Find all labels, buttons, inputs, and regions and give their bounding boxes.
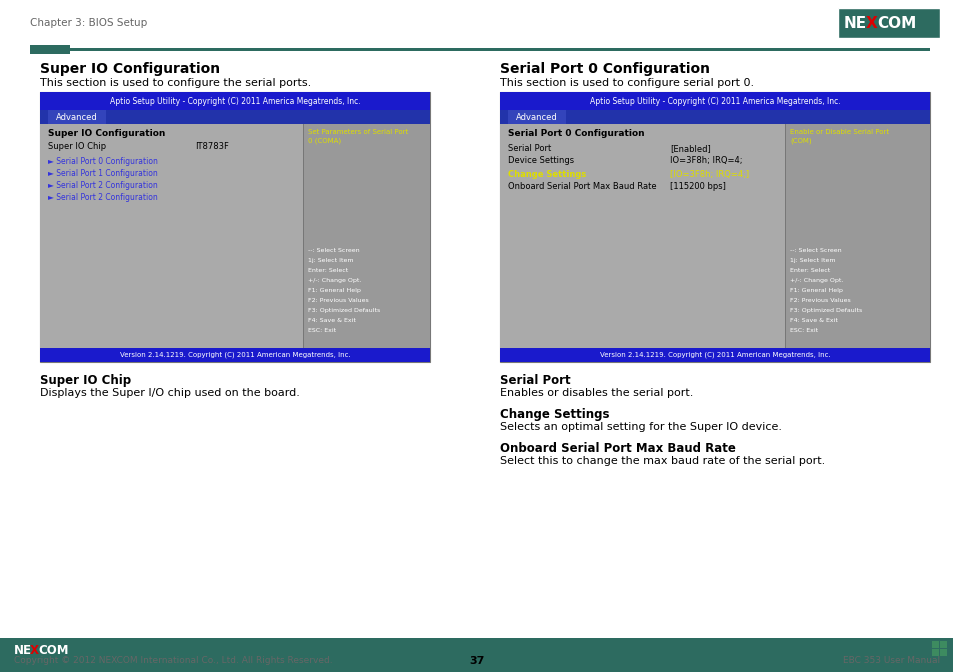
Text: Enable or Disable Serial Port: Enable or Disable Serial Port bbox=[789, 129, 888, 135]
Text: [115200 bps]: [115200 bps] bbox=[669, 182, 725, 191]
Text: F3: Optimized Defaults: F3: Optimized Defaults bbox=[789, 308, 862, 313]
Text: Advanced: Advanced bbox=[56, 112, 98, 122]
Text: IO=3F8h; IRQ=4;: IO=3F8h; IRQ=4; bbox=[669, 156, 741, 165]
Text: [IO=3F8h; IRQ=4;]: [IO=3F8h; IRQ=4;] bbox=[669, 170, 748, 179]
Bar bbox=[40, 92, 430, 362]
Text: This section is used to configure the serial ports.: This section is used to configure the se… bbox=[40, 78, 311, 88]
Bar bbox=[499, 92, 929, 362]
Text: ESC: Exit: ESC: Exit bbox=[308, 328, 335, 333]
Bar bbox=[30, 45, 70, 54]
Bar bbox=[0, 638, 953, 672]
Bar bbox=[70, 48, 929, 51]
Text: Device Settings: Device Settings bbox=[507, 156, 574, 165]
Text: ► Serial Port 1 Configuration: ► Serial Port 1 Configuration bbox=[48, 169, 157, 178]
Bar bbox=[507, 110, 565, 124]
Text: [Enabled]: [Enabled] bbox=[669, 144, 710, 153]
Text: Super IO Configuration: Super IO Configuration bbox=[40, 62, 220, 76]
Text: Serial Port 0 Configuration: Serial Port 0 Configuration bbox=[499, 62, 709, 76]
Text: --: Select Screen: --: Select Screen bbox=[308, 248, 359, 253]
Text: Select this to change the max baud rate of the serial port.: Select this to change the max baud rate … bbox=[499, 456, 824, 466]
Bar bbox=[784, 124, 785, 348]
Text: ► Serial Port 2 Configuration: ► Serial Port 2 Configuration bbox=[48, 181, 157, 190]
Text: Serial Port: Serial Port bbox=[507, 144, 551, 153]
Text: ► Serial Port 0 Configuration: ► Serial Port 0 Configuration bbox=[48, 157, 157, 166]
Text: Aptio Setup Utility - Copyright (C) 2011 America Megatrends, Inc.: Aptio Setup Utility - Copyright (C) 2011… bbox=[589, 97, 840, 106]
Text: NE: NE bbox=[843, 16, 866, 31]
Text: Onboard Serial Port Max Baud Rate: Onboard Serial Port Max Baud Rate bbox=[507, 182, 656, 191]
Text: Super IO Chip: Super IO Chip bbox=[48, 142, 106, 151]
Bar bbox=[40, 124, 430, 348]
Text: This section is used to configure serial port 0.: This section is used to configure serial… bbox=[499, 78, 753, 88]
Text: +/-: Change Opt.: +/-: Change Opt. bbox=[789, 278, 842, 283]
Bar bbox=[40, 348, 430, 362]
Bar bbox=[40, 92, 430, 110]
Text: ► Serial Port 2 Configuration: ► Serial Port 2 Configuration bbox=[48, 193, 157, 202]
Text: F4: Save & Exit: F4: Save & Exit bbox=[308, 318, 355, 323]
Text: Copyright © 2012 NEXCOM International Co., Ltd. All Rights Reserved.: Copyright © 2012 NEXCOM International Co… bbox=[14, 656, 333, 665]
Bar bbox=[499, 348, 929, 362]
Bar bbox=[304, 124, 430, 348]
Text: Onboard Serial Port Max Baud Rate: Onboard Serial Port Max Baud Rate bbox=[499, 442, 735, 455]
Text: Aptio Setup Utility - Copyright (C) 2011 America Megatrends, Inc.: Aptio Setup Utility - Copyright (C) 2011… bbox=[110, 97, 360, 106]
Text: Version 2.14.1219. Copyright (C) 2011 American Megatrends, Inc.: Version 2.14.1219. Copyright (C) 2011 Am… bbox=[119, 351, 350, 358]
Text: Chapter 3: BIOS Setup: Chapter 3: BIOS Setup bbox=[30, 18, 147, 28]
Text: Serial Port 0 Configuration: Serial Port 0 Configuration bbox=[507, 129, 644, 138]
Bar bbox=[303, 124, 304, 348]
Text: F4: Save & Exit: F4: Save & Exit bbox=[789, 318, 837, 323]
Text: Advanced: Advanced bbox=[516, 112, 558, 122]
Text: X: X bbox=[30, 644, 39, 657]
Text: Version 2.14.1219. Copyright (C) 2011 American Megatrends, Inc.: Version 2.14.1219. Copyright (C) 2011 Am… bbox=[599, 351, 829, 358]
Text: IT8783F: IT8783F bbox=[194, 142, 229, 151]
Text: Enables or disables the serial port.: Enables or disables the serial port. bbox=[499, 388, 693, 398]
Bar bbox=[499, 110, 929, 124]
Text: (COM): (COM) bbox=[789, 138, 811, 144]
Text: 37: 37 bbox=[469, 656, 484, 666]
Text: +/-: Change Opt.: +/-: Change Opt. bbox=[308, 278, 361, 283]
Text: COM: COM bbox=[876, 16, 915, 31]
Text: 1j: Select Item: 1j: Select Item bbox=[789, 258, 835, 263]
Text: F1: General Help: F1: General Help bbox=[308, 288, 360, 293]
Bar bbox=[837, 8, 939, 38]
Text: ESC: Exit: ESC: Exit bbox=[789, 328, 818, 333]
Text: Super IO Configuration: Super IO Configuration bbox=[48, 129, 165, 138]
Bar bbox=[785, 124, 929, 348]
Text: F2: Previous Values: F2: Previous Values bbox=[789, 298, 850, 303]
Bar bbox=[939, 641, 946, 648]
Bar bbox=[939, 649, 946, 656]
Bar bbox=[931, 649, 938, 656]
Bar bbox=[499, 92, 929, 110]
Bar bbox=[499, 124, 929, 348]
Text: Selects an optimal setting for the Super IO device.: Selects an optimal setting for the Super… bbox=[499, 422, 781, 432]
Text: Super IO Chip: Super IO Chip bbox=[40, 374, 131, 387]
Text: 1j: Select Item: 1j: Select Item bbox=[308, 258, 354, 263]
Bar bbox=[931, 641, 938, 648]
Text: Change Settings: Change Settings bbox=[507, 170, 586, 179]
Text: Enter: Select: Enter: Select bbox=[789, 268, 829, 273]
Text: Change Settings: Change Settings bbox=[499, 408, 609, 421]
Bar bbox=[837, 8, 939, 38]
Bar bbox=[0, 653, 953, 672]
Text: 0 (COMA): 0 (COMA) bbox=[308, 138, 341, 144]
Text: F3: Optimized Defaults: F3: Optimized Defaults bbox=[308, 308, 380, 313]
Text: F2: Previous Values: F2: Previous Values bbox=[308, 298, 369, 303]
Text: EBC 353 User Manual: EBC 353 User Manual bbox=[842, 656, 939, 665]
Bar bbox=[40, 110, 430, 124]
Text: F1: General Help: F1: General Help bbox=[789, 288, 842, 293]
Bar bbox=[48, 110, 106, 124]
Text: NE: NE bbox=[14, 644, 32, 657]
Text: Serial Port: Serial Port bbox=[499, 374, 570, 387]
Text: Displays the Super I/O chip used on the board.: Displays the Super I/O chip used on the … bbox=[40, 388, 299, 398]
Text: --: Select Screen: --: Select Screen bbox=[789, 248, 841, 253]
Text: COM: COM bbox=[38, 644, 69, 657]
Text: Set Parameters of Serial Port: Set Parameters of Serial Port bbox=[308, 129, 408, 135]
Text: Enter: Select: Enter: Select bbox=[308, 268, 348, 273]
Text: X: X bbox=[865, 16, 877, 31]
